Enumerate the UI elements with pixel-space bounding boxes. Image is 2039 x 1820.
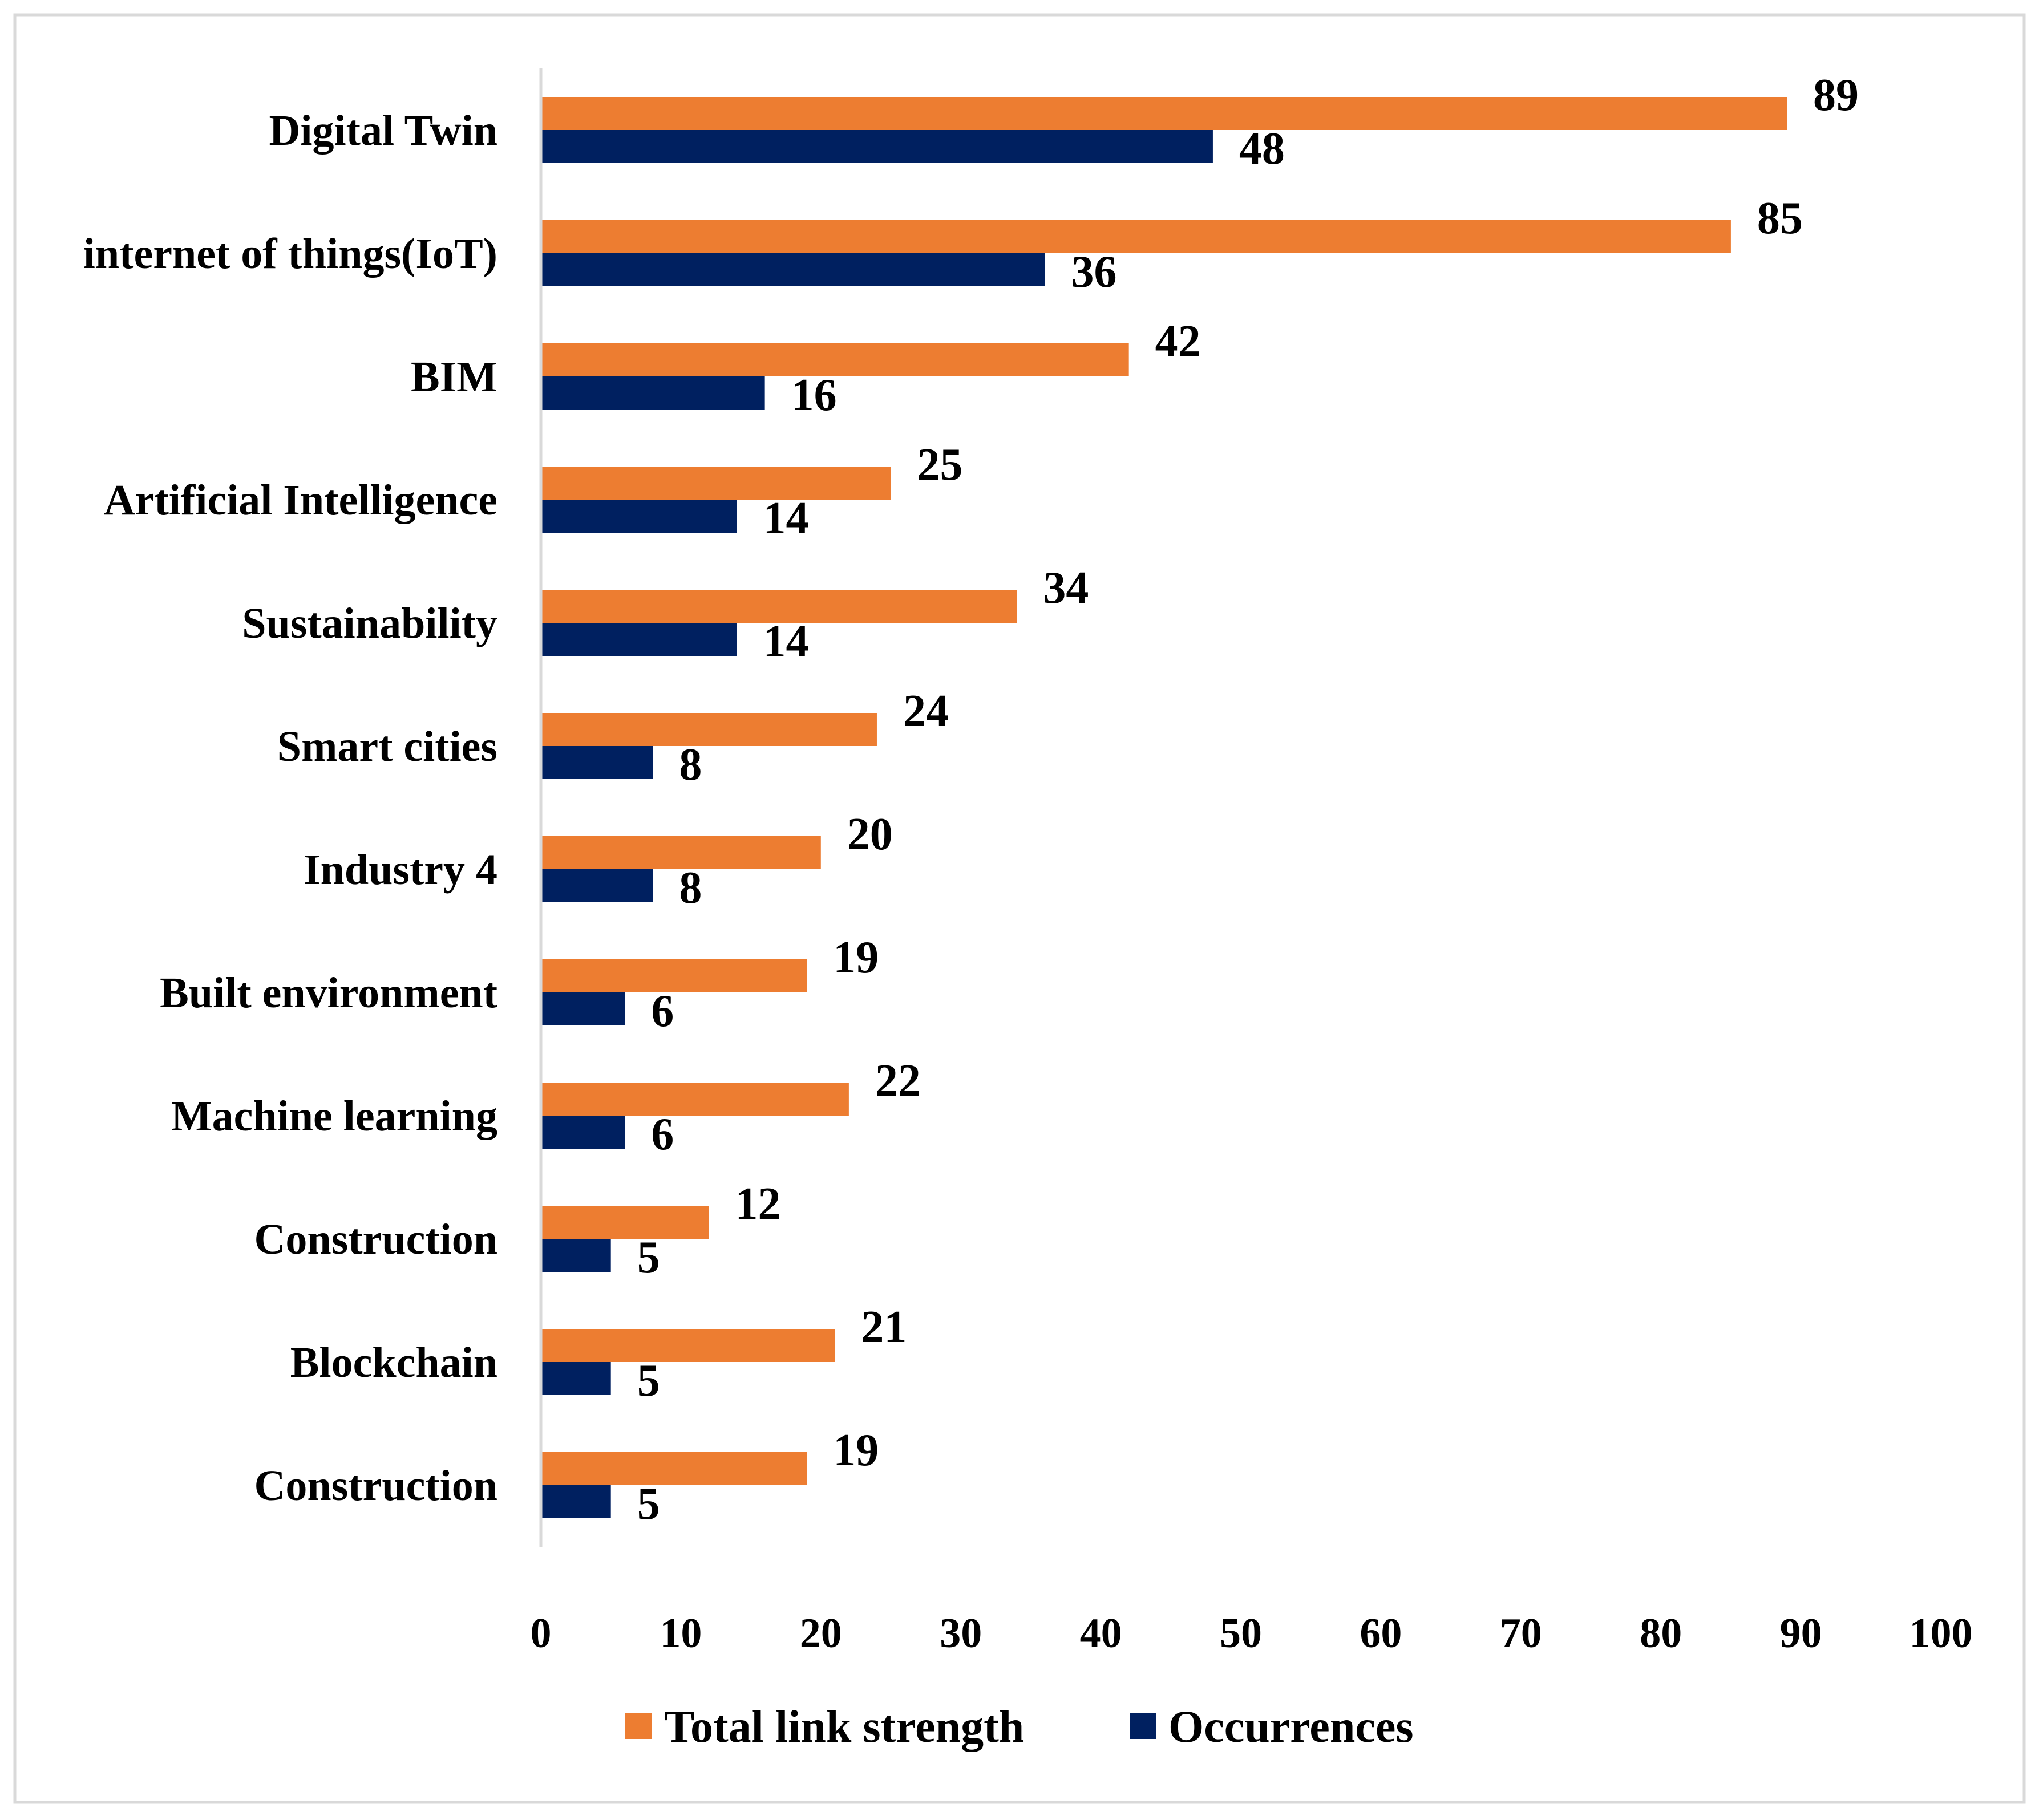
data-label-occurrences-smart-cities-5: 8 xyxy=(679,740,702,790)
data-label-total-link-strength-internet-of-things-iot-1: 85 xyxy=(1757,193,1803,244)
chart-frame xyxy=(13,13,2026,1804)
x-axis-ticks: 0 10 20 30 40 50 60 70 80 90 100 xyxy=(531,1610,1973,1657)
bar-total-link-strength-blockchain-10 xyxy=(541,1329,835,1362)
legend-label-total-link-strength: Total link strength xyxy=(664,1702,1024,1752)
bar-occurrences-construction-9 xyxy=(541,1239,611,1272)
category-labels: Digital Twin internet of things(IoT) BIM Ar… xyxy=(83,107,497,1510)
category-label-construction-9: Construction xyxy=(254,1215,497,1263)
data-label-total-link-strength-digital-twin-0: 89 xyxy=(1813,70,1859,120)
bar-total-link-strength-bim-2 xyxy=(541,343,1129,376)
category-label-bim-2: BIM xyxy=(411,353,497,401)
x-tick-label-10: 10 xyxy=(660,1610,702,1657)
bar-total-link-strength-internet-of-things-iot-1 xyxy=(541,220,1731,253)
category-label-machine-learning-8: Machine learning xyxy=(171,1092,497,1140)
category-label-industry-4-6: Industry 4 xyxy=(304,846,497,894)
data-labels: 89 48 85 36 42 16 25 14 34 14 24 8 20 8 19 6 22 6 12 5 21 5 19… xyxy=(637,70,1859,1529)
x-tick-label-40: 40 xyxy=(1080,1610,1122,1657)
data-label-occurrences-construction-9: 5 xyxy=(637,1233,660,1283)
x-tick-label-30: 30 xyxy=(940,1610,982,1657)
bar-total-link-strength-artificial-intelligence-3 xyxy=(541,467,891,500)
legend-label-occurrences: Occurrences xyxy=(1168,1702,1413,1752)
data-label-total-link-strength-sustainability-4: 34 xyxy=(1043,563,1089,613)
data-label-total-link-strength-artificial-intelligence-3: 25 xyxy=(917,440,963,490)
data-label-occurrences-digital-twin-0: 48 xyxy=(1239,124,1285,174)
bar-total-link-strength-construction-9 xyxy=(541,1206,709,1239)
bar-total-link-strength-sustainability-4 xyxy=(541,590,1017,623)
data-label-total-link-strength-blockchain-10: 21 xyxy=(861,1302,907,1352)
category-label-digital-twin-0: Digital Twin xyxy=(269,107,497,155)
category-label-blockchain-10: Blockchain xyxy=(290,1339,497,1387)
x-tick-label-90: 90 xyxy=(1780,1610,1822,1657)
bar-occurrences-blockchain-10 xyxy=(541,1362,611,1395)
bar-occurrences-built-environment-7 xyxy=(541,992,625,1025)
bar-occurrences-internet-of-things-iot-1 xyxy=(541,253,1045,286)
bar-occurrences-sustainability-4 xyxy=(541,623,737,656)
x-tick-label-0: 0 xyxy=(531,1610,552,1657)
x-tick-label-20: 20 xyxy=(800,1610,842,1657)
bar-total-link-strength-machine-learning-8 xyxy=(541,1083,849,1116)
data-label-occurrences-industry-4-6: 8 xyxy=(679,863,702,913)
category-label-built-environment-7: Built environment xyxy=(160,969,497,1017)
data-label-total-link-strength-bim-2: 42 xyxy=(1155,317,1201,367)
data-label-occurrences-sustainability-4: 14 xyxy=(763,617,809,667)
x-tick-label-50: 50 xyxy=(1220,1610,1262,1657)
category-label-sustainability-4: Sustainability xyxy=(242,599,497,647)
data-label-total-link-strength-construction-9: 12 xyxy=(735,1179,780,1229)
legend: Total link strength Occurrences xyxy=(625,1702,1413,1752)
bar-occurrences-artificial-intelligence-3 xyxy=(541,500,737,533)
data-label-occurrences-built-environment-7: 6 xyxy=(651,986,674,1036)
bar-occurrences-bim-2 xyxy=(541,376,765,410)
category-label-construction-11: Construction xyxy=(254,1462,497,1510)
category-label-artificial-intelligence-3: Artificial Intelligence xyxy=(104,476,497,524)
bar-total-link-strength-smart-cities-5 xyxy=(541,713,877,746)
bar-occurrences-smart-cities-5 xyxy=(541,746,653,779)
data-label-occurrences-construction-11: 5 xyxy=(637,1479,660,1529)
category-label-internet-of-things-iot-1: internet of things(IoT) xyxy=(83,230,497,278)
bar-occurrences-machine-learning-8 xyxy=(541,1116,625,1149)
bar-total-link-strength-industry-4-6 xyxy=(541,836,821,869)
data-label-occurrences-artificial-intelligence-3: 14 xyxy=(763,493,809,544)
bar-total-link-strength-digital-twin-0 xyxy=(541,97,1787,130)
x-tick-label-60: 60 xyxy=(1360,1610,1402,1657)
bar-total-link-strength-built-environment-7 xyxy=(541,959,807,992)
x-tick-label-100: 100 xyxy=(1909,1610,1973,1657)
data-label-occurrences-internet-of-things-iot-1: 36 xyxy=(1071,247,1116,297)
data-label-occurrences-blockchain-10: 5 xyxy=(637,1356,660,1406)
data-label-occurrences-bim-2: 16 xyxy=(791,370,837,420)
bar-total-link-strength-construction-11 xyxy=(541,1452,807,1485)
bar-occurrences-digital-twin-0 xyxy=(541,130,1213,163)
legend-swatch-total-link-strength xyxy=(625,1713,652,1739)
data-label-total-link-strength-built-environment-7: 19 xyxy=(833,933,879,983)
data-label-total-link-strength-industry-4-6: 20 xyxy=(847,809,893,860)
x-tick-label-70: 70 xyxy=(1500,1610,1542,1657)
data-label-total-link-strength-machine-learning-8: 22 xyxy=(875,1056,921,1106)
bar-occurrences-construction-11 xyxy=(541,1485,611,1518)
data-label-total-link-strength-construction-11: 19 xyxy=(833,1425,879,1476)
category-label-smart-cities-5: Smart cities xyxy=(277,723,497,771)
bars xyxy=(541,97,1787,1518)
data-label-total-link-strength-smart-cities-5: 24 xyxy=(903,686,949,736)
legend-swatch-occurrences xyxy=(1130,1713,1156,1739)
bar-occurrences-industry-4-6 xyxy=(541,869,653,902)
data-label-occurrences-machine-learning-8: 6 xyxy=(651,1109,674,1160)
x-tick-label-80: 80 xyxy=(1640,1610,1682,1657)
